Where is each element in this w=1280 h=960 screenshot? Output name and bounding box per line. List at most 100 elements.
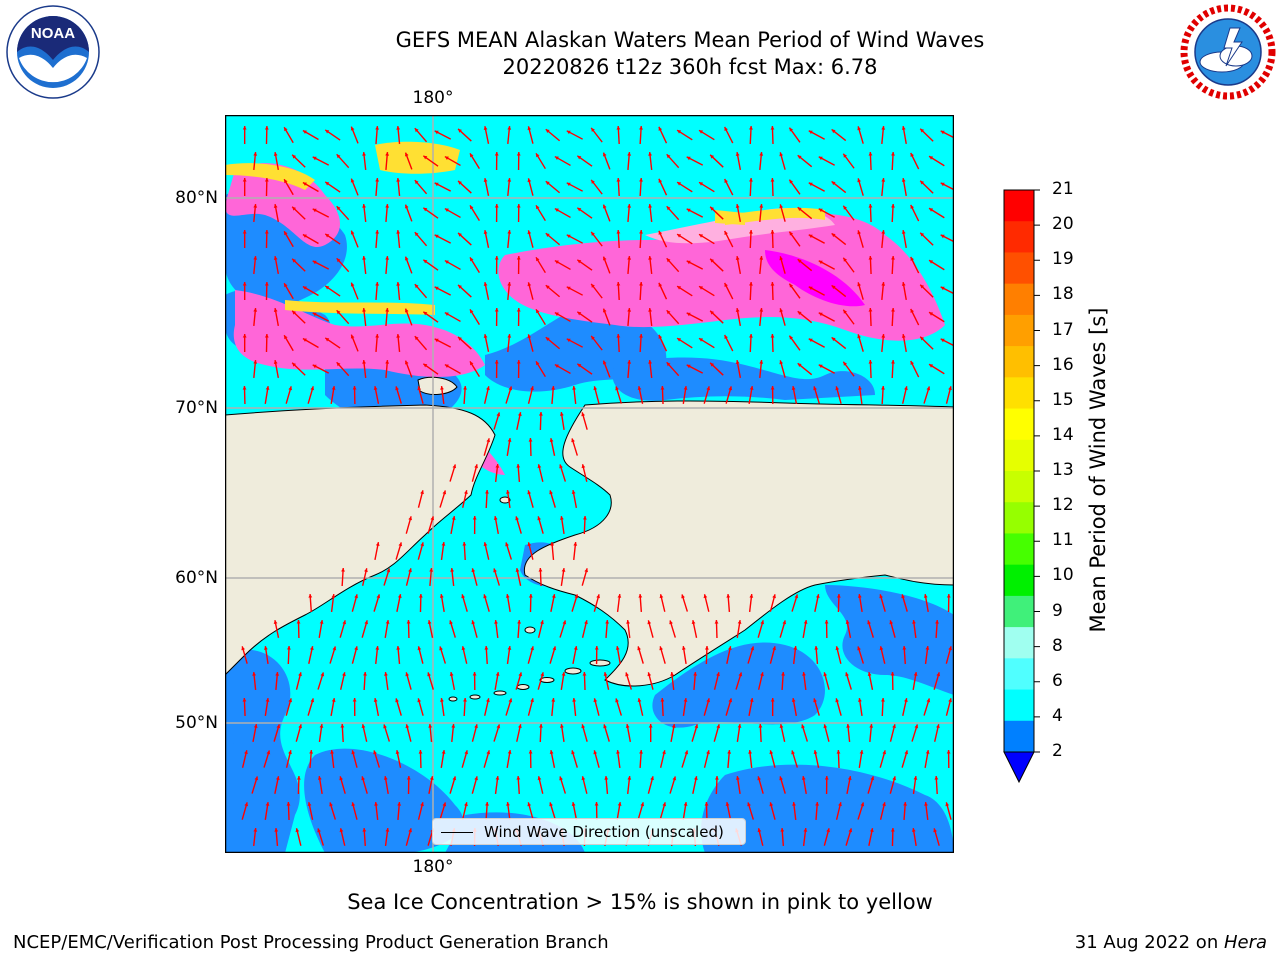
vector-arrowhead [735, 308, 740, 312]
colorbar-tick-label: 9 [1052, 600, 1063, 621]
vector-arrowhead [253, 724, 258, 728]
vector-arrowhead [925, 750, 930, 754]
vector-arrowhead [573, 542, 578, 546]
vector-arrowhead [284, 179, 288, 184]
vector-arrowhead [923, 594, 928, 598]
vector-arrowhead [615, 698, 619, 703]
vector-arrowhead [911, 828, 916, 832]
vector-arrowhead [660, 386, 665, 390]
vector-arrowhead [929, 208, 934, 212]
vector-arrowhead [749, 178, 753, 182]
vector-arrowhead [920, 336, 925, 341]
vector-arrowhead [666, 258, 671, 263]
vector-arrowhead [648, 204, 652, 208]
lat-label-80: 80°N [175, 188, 218, 208]
vector-arrowhead [727, 646, 732, 651]
vector-arrowhead [309, 646, 314, 651]
vector-arrowhead [242, 178, 247, 182]
vector-arrowhead [789, 127, 794, 132]
vector-arrowhead [710, 258, 715, 263]
vector-arrowhead [616, 178, 621, 182]
vector-arrowhead [325, 181, 330, 186]
vector-arrowhead [414, 180, 419, 185]
colorbar-tick-label: 19 [1052, 249, 1074, 270]
vector-arrowhead [881, 230, 886, 234]
vector-arrowhead [617, 802, 622, 806]
vector-arrowhead [434, 234, 439, 239]
vector-arrowhead [581, 724, 586, 729]
vector-arrowhead [846, 724, 851, 728]
vector-arrowhead [252, 672, 257, 676]
vector-arrowhead [772, 594, 776, 599]
vector-arrowhead [396, 282, 401, 286]
vector-arrowhead [385, 204, 390, 208]
vector-arrowhead [538, 412, 543, 416]
vector-arrowhead [507, 646, 512, 650]
vector-arrowhead [330, 750, 334, 754]
vector-arrowhead [704, 646, 709, 650]
vector-arrowhead [835, 386, 840, 391]
vector-arrowhead [461, 594, 465, 599]
vector-arrowhead [469, 257, 474, 262]
vector-arrowhead [441, 750, 446, 754]
vector-arrowhead [350, 126, 355, 131]
vector-arrowhead [920, 284, 925, 289]
vector-arrowhead [843, 205, 847, 210]
vector-arrowhead [748, 750, 752, 754]
lat-label-70: 70°N [175, 398, 218, 418]
vector-arrowhead [615, 646, 620, 650]
vector-arrowhead [848, 828, 853, 833]
vector-arrowhead [639, 230, 643, 234]
vector-arrowhead [757, 828, 762, 833]
vector-arrowhead [440, 386, 444, 390]
vector-arrowhead [591, 127, 595, 132]
vector-arrowhead [418, 750, 423, 754]
vector-arrowhead [749, 334, 753, 338]
vector-arrowhead [627, 256, 632, 260]
vector-arrowhead [404, 360, 409, 365]
vector-arrowhead [302, 182, 307, 186]
vector-arrowhead [449, 620, 453, 625]
vector-arrowhead [560, 724, 564, 728]
vector-arrowhead [903, 802, 908, 806]
vector-arrowhead [495, 464, 500, 468]
vector-arrowhead [902, 646, 907, 650]
vector-arrowhead [948, 646, 952, 651]
vector-arrowhead [936, 672, 941, 677]
vector-arrowhead [824, 620, 829, 624]
vector-arrowhead [760, 672, 764, 677]
vector-arrowhead [789, 231, 794, 236]
vector-arrowhead [434, 182, 439, 187]
vector-arrowhead [779, 256, 784, 261]
vector-arrowhead [310, 698, 315, 703]
vector-arrowhead [683, 802, 688, 806]
vector-arrowhead [826, 828, 830, 833]
vector-arrowhead [727, 750, 732, 754]
vector-arrowhead [528, 750, 533, 754]
vector-arrowhead [924, 802, 928, 806]
vector-arrowhead [779, 204, 784, 209]
vector-arrowhead [670, 672, 674, 676]
vector-arrowhead [483, 126, 488, 131]
colorbar-tick-label: 11 [1052, 530, 1074, 551]
vector-arrowhead [434, 286, 439, 291]
vector-arrowhead [616, 282, 621, 286]
vector-arrowhead [507, 438, 512, 442]
vector-arrowhead [662, 802, 667, 807]
vector-arrowhead [770, 126, 775, 130]
vector-arrowhead [527, 334, 532, 339]
vector-arrowhead [770, 178, 775, 182]
vector-arrowhead [288, 750, 292, 755]
vector-arrowhead [508, 386, 513, 391]
vector-arrowhead [639, 750, 643, 754]
vector-arrowhead [758, 724, 763, 728]
vector-arrowhead [925, 646, 930, 650]
vector-arrowhead [486, 386, 490, 391]
vector-arrowhead [395, 750, 400, 755]
vector-arrowhead [539, 724, 543, 728]
vector-arrowhead [310, 386, 315, 391]
vector-arrowhead [868, 152, 873, 156]
vector-arrowhead [312, 312, 317, 317]
vector-arrowhead [779, 776, 783, 781]
vector-arrowhead [910, 308, 914, 313]
